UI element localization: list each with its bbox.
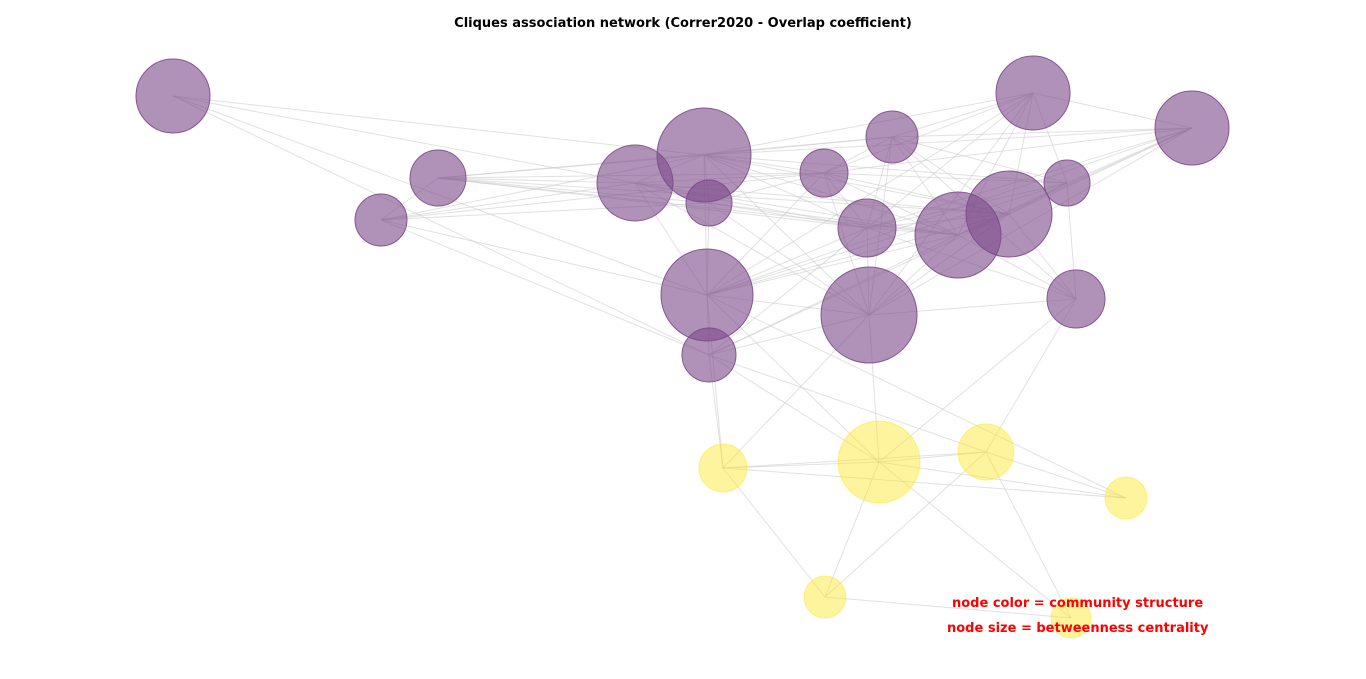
network-edge (380, 219, 710, 356)
network-node-community-purple (135, 58, 211, 134)
network-edge (172, 95, 636, 184)
network-node-community-purple (1154, 90, 1230, 166)
network-edge (708, 227, 868, 356)
network-edge (985, 451, 1072, 619)
network-node-community-yellow (803, 575, 847, 619)
network-edge (706, 92, 1034, 296)
network-node-community-yellow (1104, 476, 1148, 520)
network-edge (985, 298, 1077, 453)
network-node-community-purple (1043, 159, 1091, 207)
network-node-community-purple (1046, 269, 1106, 329)
node-layer (135, 55, 1230, 639)
network-edge (172, 95, 710, 356)
network-edge (823, 127, 1193, 174)
network-node-community-yellow (698, 443, 748, 493)
network-edge (722, 467, 1127, 499)
network-edge (824, 451, 987, 598)
network-edge (824, 461, 880, 598)
legend-note-color: node color = community structure (952, 596, 1204, 611)
network-edge (703, 127, 1193, 156)
network-node-community-purple (681, 327, 737, 383)
network-edge (380, 219, 708, 296)
network-node-community-purple (685, 179, 733, 227)
network-edge (722, 461, 880, 469)
network-node-community-purple (914, 191, 1002, 279)
figure-title: Cliques association network (Correr2020 … (454, 16, 912, 31)
network-edge (708, 354, 880, 463)
network-edge (722, 467, 826, 598)
network-edge (703, 92, 1034, 156)
network-edge (878, 461, 1127, 499)
network-node-community-yellow (837, 420, 921, 504)
network-edge (985, 451, 1127, 499)
network-edge (824, 596, 1072, 619)
network-edge (708, 354, 987, 453)
network-node-community-purple (820, 266, 918, 364)
legend-note-size: node size = betweenness centrality (947, 621, 1209, 636)
network-node-community-purple (660, 248, 754, 342)
network-edge (878, 451, 987, 463)
network-node-community-yellow (1050, 597, 1092, 639)
network-node-community-purple (354, 193, 408, 247)
network-node-community-purple (837, 198, 897, 258)
network-edge (891, 127, 1193, 138)
network-node-community-purple (409, 149, 467, 207)
network-edge (380, 182, 636, 221)
network-node-community-purple (995, 55, 1071, 131)
network-node-community-yellow (957, 423, 1015, 481)
network-edge (878, 298, 1077, 463)
network-node-community-purple (865, 110, 919, 164)
network-edge (722, 451, 987, 469)
network-edge (706, 294, 1127, 499)
network-node-community-purple (799, 148, 849, 198)
network-edge (172, 95, 705, 156)
